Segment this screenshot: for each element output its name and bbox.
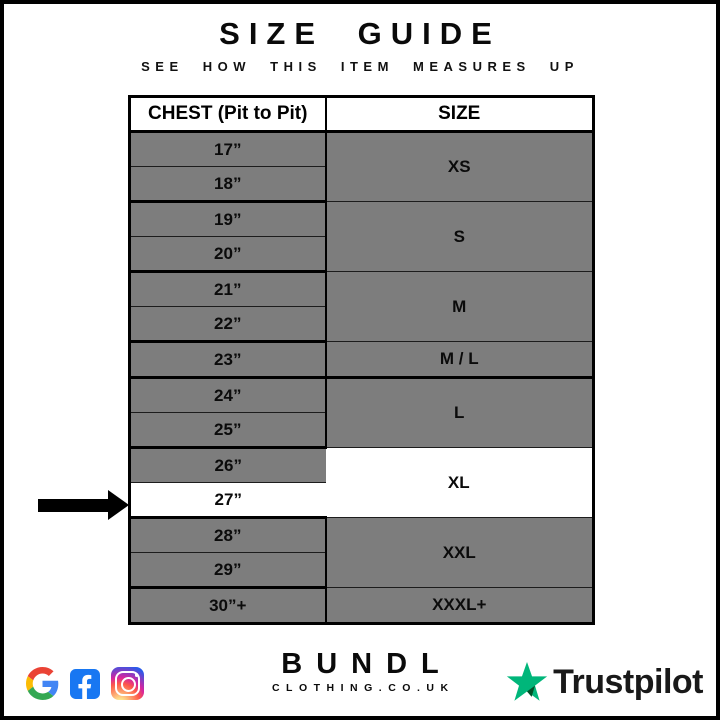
- instagram-icon: [111, 667, 144, 700]
- table-row: 24” L: [128, 377, 595, 448]
- table-header-row: CHEST (Pit to Pit) SIZE: [128, 95, 595, 133]
- page-subtitle: SEE HOW THIS ITEM MEASURES UP: [141, 59, 579, 74]
- table-row: 20”: [128, 236, 594, 273]
- arrow-head: [108, 490, 129, 520]
- chest-cell-21: 21”: [128, 271, 327, 307]
- instagram-flash-dot: [134, 673, 138, 677]
- chest-cell-24: 24”: [128, 377, 327, 413]
- chest-cell-18: 18”: [128, 166, 327, 203]
- chest-cell-19: 19”: [128, 201, 327, 237]
- chest-cell-17: 17”: [128, 131, 327, 167]
- chest-cell-26: 26”: [128, 447, 326, 483]
- chest-cell-27-highlighted: 27”: [128, 482, 326, 519]
- arrow-shaft: [38, 499, 108, 512]
- table-row: 22”: [128, 306, 594, 343]
- table-row: 19” S: [128, 201, 595, 272]
- facebook-icon: [70, 668, 100, 699]
- table-row: 29”: [128, 552, 594, 589]
- table-row: 17” XS: [128, 131, 595, 202]
- table-row: 18”: [128, 166, 594, 203]
- size-table: CHEST (Pit to Pit) SIZE 17” XS 18” 19” S…: [128, 95, 595, 625]
- table-row: 25”: [128, 412, 594, 449]
- chest-cell-28: 28”: [128, 517, 327, 553]
- highlighted-row: 27”: [128, 482, 594, 519]
- chest-cell-25: 25”: [128, 412, 327, 449]
- brand-logo: BUNDL CLOTHING.CO.UK: [4, 650, 716, 695]
- page-title: SIZE GUIDE: [219, 16, 501, 51]
- chest-cell-30plus: 30”+: [128, 587, 327, 625]
- table-row: 26” XL: [128, 447, 595, 518]
- table-row: 23” M / L: [128, 341, 595, 379]
- trustpilot-star-icon: [506, 662, 548, 701]
- table-row: 28” XXL: [128, 517, 595, 588]
- table-row: 21” M: [128, 271, 595, 342]
- size-cell-m: M: [324, 271, 595, 342]
- brand-name: BUNDL: [281, 648, 453, 680]
- arrow-right-icon: [38, 490, 130, 521]
- col-header-chest: CHEST (Pit to Pit): [128, 95, 327, 133]
- chest-cell-20: 20”: [128, 236, 327, 273]
- trustpilot-logo: Trustpilot: [506, 662, 703, 702]
- instagram-lens: [120, 676, 136, 692]
- chest-cell-29: 29”: [128, 552, 327, 589]
- size-cell-xxxlplus: XXXL+: [324, 587, 595, 625]
- trustpilot-wordmark: Trustpilot: [553, 662, 703, 701]
- size-cell-s: S: [324, 201, 595, 272]
- size-cell-ml: M / L: [324, 341, 595, 379]
- google-icon: [26, 667, 59, 700]
- col-header-size: SIZE: [324, 95, 595, 133]
- size-cell-xxl: XXL: [324, 517, 595, 588]
- instagram-frame: [115, 671, 140, 696]
- social-icons: [26, 667, 144, 700]
- size-cell-xs: XS: [324, 131, 595, 202]
- chest-cell-23: 23”: [128, 341, 327, 379]
- size-cell-l: L: [324, 377, 595, 448]
- size-cell-xl: XL: [325, 447, 595, 518]
- table-row: 30”+ XXXL+: [128, 587, 595, 625]
- chest-cell-22: 22”: [128, 306, 327, 343]
- brand-domain: CLOTHING.CO.UK: [271, 682, 455, 694]
